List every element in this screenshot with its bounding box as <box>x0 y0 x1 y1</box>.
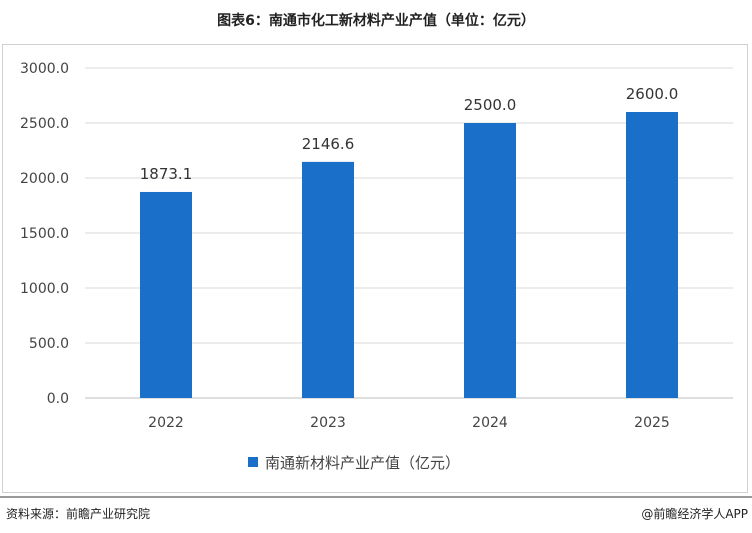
data-label-2022: 1873.1 <box>140 165 193 183</box>
bar-chart: 0.0 500.0 1000.0 1500.0 2000.0 2500.0 3000.0 1… <box>20 61 733 472</box>
x-axis-ticks: 2022 2023 2024 2025 <box>148 415 670 431</box>
data-label-2025: 2600.0 <box>626 85 679 103</box>
data-labels: 1873.1 2146.6 2500.0 2600.0 <box>140 85 679 183</box>
bar-2025 <box>626 112 678 398</box>
figure-title: 图表6：南通市化工新材料产业产值（单位：亿元） <box>217 13 535 29</box>
y-tick-label: 2500.0 <box>20 116 69 132</box>
bottom-rule <box>0 496 752 498</box>
bars <box>140 112 678 398</box>
bar-2023 <box>302 161 354 398</box>
bar-2022 <box>140 191 192 398</box>
gridlines <box>85 67 733 399</box>
data-label-2023: 2146.6 <box>302 135 355 153</box>
y-tick-label: 1500.0 <box>20 226 69 242</box>
y-tick-label: 500.0 <box>29 336 69 352</box>
x-tick-label-2025: 2025 <box>634 415 670 431</box>
credit-note: @前瞻经济学人APP <box>641 507 748 521</box>
data-label-2024: 2500.0 <box>464 96 517 114</box>
x-tick-label-2022: 2022 <box>148 415 184 431</box>
bar-2024 <box>464 123 516 398</box>
y-axis-ticks: 0.0 500.0 1000.0 1500.0 2000.0 2500.0 3000.0 <box>20 61 69 407</box>
y-tick-label: 0.0 <box>47 391 69 407</box>
legend-label: 南通新材料产业产值（亿元） <box>265 454 460 472</box>
x-tick-label-2024: 2024 <box>472 415 508 431</box>
chart-frame: 0.0 500.0 1000.0 1500.0 2000.0 2500.0 3000.0 1… <box>2 44 748 493</box>
legend: 南通新材料产业产值（亿元） <box>248 454 460 472</box>
x-tick-label-2023: 2023 <box>310 415 346 431</box>
y-tick-label: 1000.0 <box>20 281 69 297</box>
source-note: 资料来源：前瞻产业研究院 <box>6 507 151 521</box>
y-tick-label: 3000.0 <box>20 61 69 77</box>
y-tick-label: 2000.0 <box>20 171 69 187</box>
legend-swatch <box>248 457 258 467</box>
